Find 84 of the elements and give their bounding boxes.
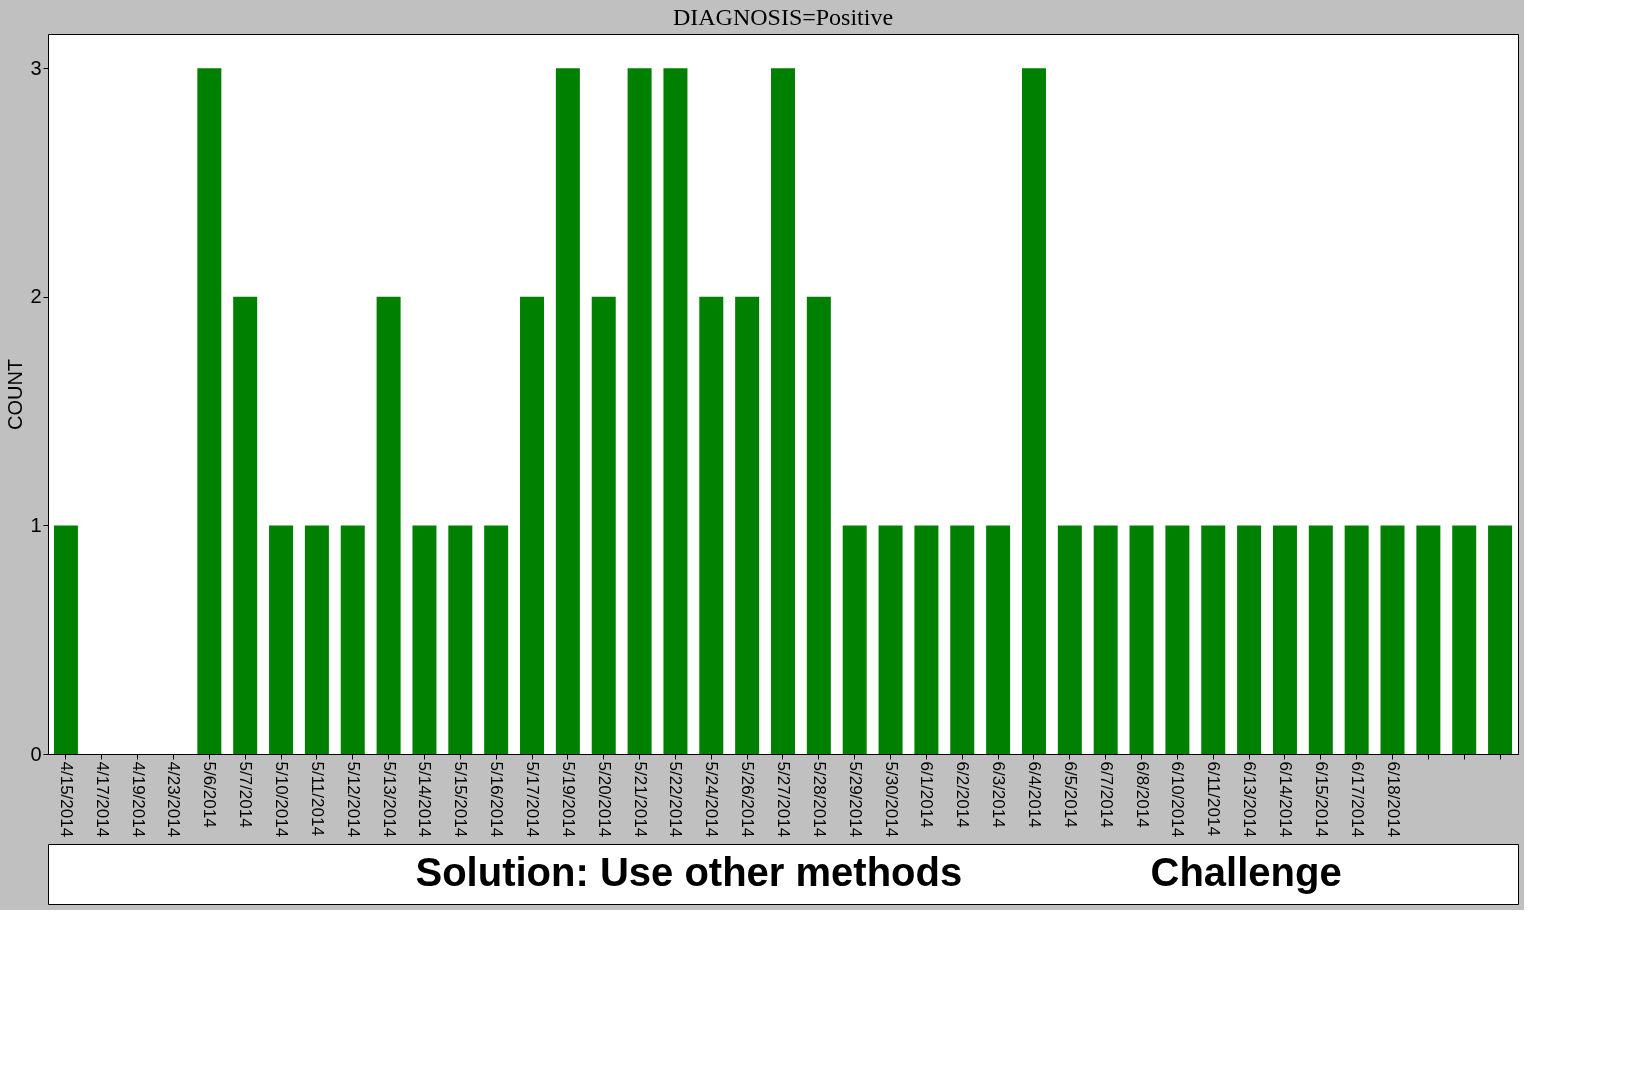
- text: Challenge: [1150, 850, 1342, 894]
- x-tick-label: 5/22/2014: [666, 761, 686, 838]
- x-tick-label: 5/16/2014: [487, 761, 507, 838]
- bar: [663, 68, 688, 754]
- bar: [197, 68, 222, 754]
- x-tick-label: 5/26/2014: [738, 761, 758, 838]
- bar: [1165, 525, 1190, 754]
- bar: [1237, 525, 1262, 754]
- bar: [771, 68, 795, 754]
- bar: [591, 296, 616, 754]
- bar: [1488, 525, 1513, 754]
- bar: [986, 525, 1011, 754]
- bar: [806, 296, 831, 754]
- y-axis-title: COUNT: [4, 358, 27, 431]
- bar: [1380, 525, 1405, 754]
- bar: [950, 525, 975, 754]
- bar: [842, 525, 867, 754]
- x-tick-label: 6/15/2014: [1311, 761, 1331, 838]
- x-tick-label: 6/5/2014: [1060, 761, 1080, 828]
- x-tick-label: 6/3/2014: [989, 761, 1009, 828]
- bar: [53, 525, 78, 754]
- x-tick-label: 6/11/2014: [1204, 761, 1224, 836]
- x-tick-label: 5/11/2014: [307, 761, 327, 836]
- bar: [1129, 525, 1154, 754]
- bar: [1308, 525, 1333, 754]
- x-tick-label: 5/30/2014: [881, 761, 901, 838]
- x-tick-label: 5/19/2014: [558, 761, 578, 838]
- bar: [448, 525, 473, 754]
- bar: [1057, 525, 1082, 754]
- x-tick-label: 6/13/2014: [1240, 761, 1260, 838]
- bar: [520, 296, 545, 754]
- bar: [699, 296, 724, 754]
- bar: [376, 296, 401, 754]
- x-tick-label: 5/28/2014: [809, 761, 829, 838]
- x-tick-label: 6/1/2014: [917, 761, 937, 828]
- bar: [555, 68, 580, 754]
- x-tick-label: 5/17/2014: [523, 761, 543, 838]
- bar: [269, 525, 294, 754]
- bar: [1452, 525, 1477, 754]
- x-tick-label: 4/17/2014: [92, 761, 112, 838]
- x-tick-label: 5/27/2014: [774, 761, 793, 838]
- bar: [1344, 525, 1369, 754]
- y-tick-label: 3: [30, 56, 42, 79]
- bar: [1272, 525, 1297, 754]
- bar: [1093, 525, 1118, 754]
- x-tick-label: 6/4/2014: [1024, 761, 1044, 828]
- y-tick-label: 2: [30, 285, 42, 308]
- bar: [627, 68, 652, 754]
- x-tick-label: 5/14/2014: [415, 761, 435, 838]
- bar: [484, 525, 509, 754]
- bar: [735, 296, 760, 754]
- bar: [233, 296, 258, 754]
- x-tick-label: 4/15/2014: [56, 761, 76, 838]
- x-tick-label: 4/23/2014: [164, 761, 184, 838]
- x-tick-label: 5/15/2014: [451, 761, 471, 838]
- x-tick-label: 6/18/2014: [1383, 761, 1403, 838]
- x-tick-label: 5/21/2014: [630, 761, 650, 838]
- chart-title: DIAGNOSIS=Positive: [672, 4, 894, 30]
- bar: [340, 525, 365, 754]
- y-tick-label: 1: [30, 513, 42, 536]
- x-tick-label: 6/14/2014: [1275, 761, 1295, 838]
- text: Solution: Use other methods: [415, 850, 963, 894]
- x-tick-label: 5/20/2014: [594, 761, 614, 838]
- x-tick-label: 6/10/2014: [1168, 761, 1188, 838]
- x-tick-label: 6/2/2014: [953, 761, 973, 828]
- x-tick-label: 5/7/2014: [236, 761, 256, 828]
- x-tick-label: 5/24/2014: [702, 761, 722, 838]
- bar: [878, 525, 903, 754]
- x-tick-label: 6/7/2014: [1096, 761, 1116, 828]
- bar: [412, 525, 437, 754]
- bar: [914, 525, 939, 754]
- x-tick-label: 5/10/2014: [272, 761, 292, 838]
- bar: [304, 525, 329, 754]
- x-tick-label: 5/12/2014: [343, 761, 363, 838]
- bar: [1021, 68, 1046, 754]
- x-tick-label: 6/17/2014: [1347, 761, 1367, 838]
- x-tick-label: 6/8/2014: [1132, 761, 1152, 828]
- bar: [1416, 525, 1441, 754]
- bar: [1201, 525, 1226, 754]
- x-tick-label: 5/13/2014: [379, 761, 399, 838]
- x-tick-label: 4/19/2014: [128, 761, 148, 838]
- x-tick-label: 5/6/2014: [200, 761, 220, 828]
- x-tick-label: 5/29/2014: [845, 761, 865, 838]
- y-tick-label: 0: [30, 742, 42, 765]
